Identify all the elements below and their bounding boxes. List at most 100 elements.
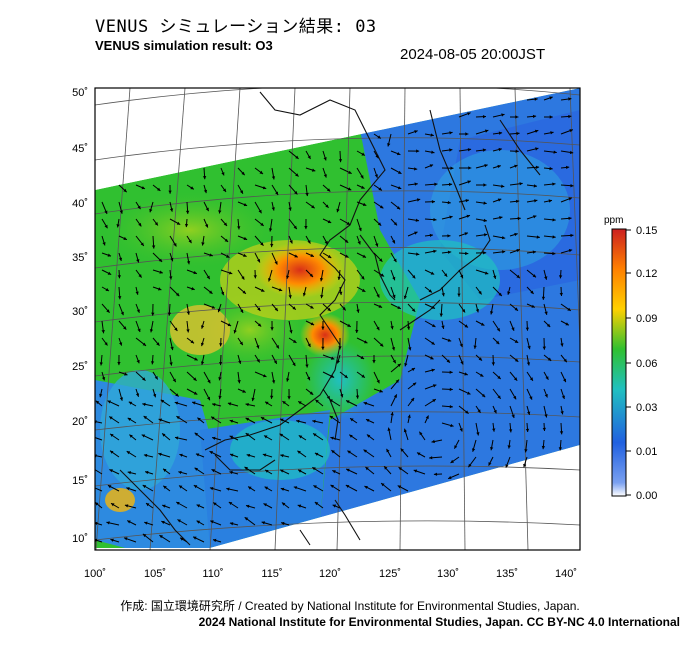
wind-arrow-head <box>106 309 110 313</box>
wind-arrow-head <box>192 401 196 405</box>
wind-arrow-head <box>104 224 108 229</box>
wind-arrow-head <box>295 173 299 177</box>
wind-arrow-head <box>160 399 165 403</box>
wind-arrow-head <box>479 373 484 377</box>
wind-arrow-head <box>386 448 390 453</box>
wind-arrow-head <box>319 278 324 282</box>
wind-arrow-head <box>196 504 201 508</box>
wind-arrow-head <box>143 416 148 420</box>
wind-arrow-head <box>207 396 210 401</box>
wind-arrow-head <box>191 287 195 291</box>
wind-arrow-head <box>330 374 335 378</box>
wind-arrow-head <box>287 396 291 400</box>
colorbar-tick: 0.00 <box>636 490 657 502</box>
wind-arrow-head <box>497 198 502 202</box>
wind-arrow-head <box>228 502 233 505</box>
wind-arrow-head <box>203 189 208 194</box>
wind-arrow-head <box>347 187 352 191</box>
wind-arrow-head <box>552 235 556 239</box>
wind-arrow-head <box>467 391 471 395</box>
wind-arrow-head <box>245 417 250 421</box>
wind-arrow-head <box>156 342 160 346</box>
wind-arrow-head <box>256 359 260 363</box>
wind-arrow-head <box>530 290 534 294</box>
wind-arrow-head <box>447 200 451 205</box>
wind-arrow-head <box>91 436 95 439</box>
wind-arrow-head <box>201 242 205 246</box>
wind-arrow-head <box>170 346 174 351</box>
wind-arrow-head <box>447 338 452 342</box>
wind-arrow-head <box>304 226 308 230</box>
wind-arrow-head <box>307 155 311 159</box>
colorbar-tick: 0.01 <box>636 446 657 458</box>
wind-arrow-head <box>462 309 466 313</box>
wind-arrow-head <box>481 393 486 398</box>
wind-arrow-head <box>124 504 129 508</box>
wind-arrow-head <box>526 362 531 366</box>
wind-arrow-head <box>478 357 482 361</box>
wind-arrow-head <box>345 485 350 488</box>
wind-arrow-head <box>161 520 165 524</box>
wind-arrow-head <box>157 187 161 191</box>
wind-arrow-head <box>123 188 127 193</box>
wind-arrow-head <box>514 307 518 311</box>
wind-arrow-head <box>174 401 179 405</box>
wind-arrow-head <box>107 485 112 489</box>
wind-arrow-head <box>482 115 486 119</box>
wind-arrow-head <box>498 147 502 152</box>
wind-arrow-head <box>104 210 108 214</box>
wind-arrow-head <box>558 447 563 451</box>
wind-arrow-head <box>449 215 453 219</box>
wind-arrow-head <box>95 502 99 506</box>
wind-arrow-head <box>288 207 292 211</box>
wind-arrow-head <box>548 199 552 203</box>
wind-arrow-head <box>159 535 163 539</box>
wind-arrow-head <box>392 276 396 281</box>
wind-arrow-head <box>101 377 106 381</box>
wind-arrow-head <box>142 377 146 381</box>
wind-arrow-head <box>493 409 497 414</box>
wind-arrow-head <box>142 402 146 407</box>
wind-arrow-head <box>446 359 450 363</box>
wind-arrow-head <box>149 329 154 333</box>
wind-arrow-head <box>162 504 166 508</box>
wind-arrow-head <box>552 182 556 186</box>
wind-arrow-head <box>449 387 453 392</box>
wind-arrow-head <box>162 433 166 437</box>
wind-arrow-head <box>544 414 548 418</box>
wind-arrow-head <box>223 222 227 226</box>
wind-arrow-head <box>193 485 198 489</box>
wind-arrow-head <box>449 370 453 374</box>
wind-arrow-head <box>390 412 394 416</box>
wind-arrow-head <box>95 521 98 526</box>
wind-arrow-head <box>376 294 380 298</box>
wind-arrow-head <box>141 186 145 190</box>
wind-arrow-head <box>430 356 434 360</box>
wind-arrow-head <box>534 199 538 203</box>
wind-arrow-head <box>327 254 332 258</box>
wind-arrow-head <box>376 379 380 384</box>
wind-arrow-head <box>326 395 330 400</box>
wind-arrow-head <box>381 483 385 487</box>
wind-arrow-head <box>305 192 309 197</box>
wind-arrow-head <box>529 396 533 400</box>
wind-arrow-head <box>307 240 311 244</box>
wind-arrow-head <box>338 159 343 163</box>
wind-arrow-head <box>492 428 496 432</box>
wind-arrow-head <box>321 346 325 350</box>
wind-arrow-head <box>361 152 365 156</box>
wind-arrow-head <box>465 199 469 203</box>
wind-arrow-head <box>107 400 111 404</box>
wind-arrow-head <box>177 519 181 523</box>
wind-arrow-head <box>176 502 180 505</box>
wind-arrow-head <box>380 273 385 277</box>
wind-arrow-head <box>307 343 311 347</box>
wind-arrow-head <box>186 311 190 315</box>
wind-arrow-head <box>193 391 198 395</box>
wind-arrow-head <box>128 401 133 405</box>
wind-arrow-head <box>142 342 146 346</box>
wind-arrow-head <box>245 403 249 407</box>
wind-arrow-head <box>391 347 396 351</box>
wind-arrow-head <box>298 469 302 473</box>
